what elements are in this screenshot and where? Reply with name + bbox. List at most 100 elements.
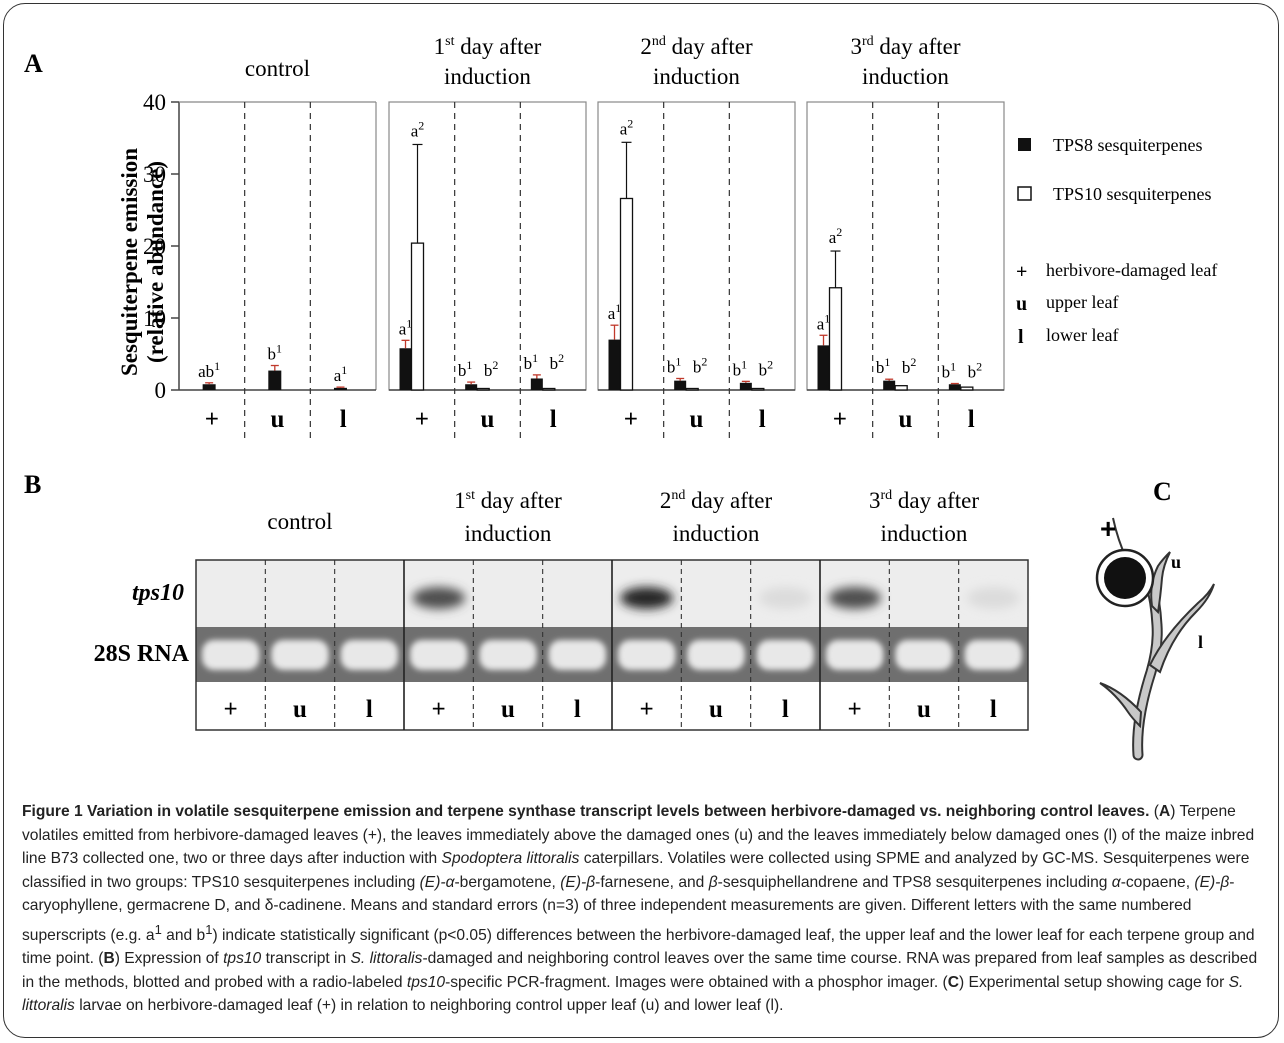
legend-tps10-label: TPS10 sesquiterpenes xyxy=(1053,184,1211,204)
significance-label-tps8: b1 xyxy=(524,351,539,373)
caption-text: -farnesene, and xyxy=(595,873,709,891)
legend-plus-label: herbivore-damaged leaf xyxy=(1046,260,1217,280)
blot-column-title-line2: induction xyxy=(881,521,968,546)
x-leaf-label: l xyxy=(340,406,347,433)
significance-label-tps8: a1 xyxy=(334,363,348,385)
caption-species: S. littoralis xyxy=(22,973,1244,1015)
caption-text: larvae on herbivore-damaged leaf (+) in … xyxy=(74,997,784,1015)
significance-label-tps10: b2 xyxy=(693,354,708,376)
caption-text: transcript in xyxy=(261,950,351,968)
figure-graphics: A B C Sesquiterpene emission (relative a… xyxy=(24,34,1217,761)
significance-label-tps10: a2 xyxy=(829,225,843,247)
caption-text: and b xyxy=(161,926,206,944)
bar-tps10 xyxy=(619,197,634,391)
caption-text: -sesquiphellandrene and TPS8 sesquiterpe… xyxy=(717,873,1112,891)
significance-label-tps8: b1 xyxy=(942,360,957,382)
panel-title-line1: 3rd day after xyxy=(850,34,960,59)
caption-italic: (E)-α xyxy=(419,873,455,891)
legend-l-label: lower leaf xyxy=(1046,325,1118,345)
legend-u-label: upper leaf xyxy=(1046,292,1118,312)
caption-text: -copaene, xyxy=(1120,873,1195,891)
bar-tps10 xyxy=(476,387,490,391)
caption-text: caterpillars. Volatiles were collected u… xyxy=(22,850,1250,891)
tps10-band xyxy=(620,587,674,609)
legend-l-symbol: l xyxy=(1018,326,1024,348)
bar-tps8 xyxy=(608,339,621,390)
bar-tps8 xyxy=(883,380,896,390)
y-tick-label: 0 xyxy=(155,378,167,403)
caption-gene: tps10 xyxy=(223,950,262,968)
panel-title-line1: 1st day after xyxy=(434,34,542,59)
bar-tps10 xyxy=(410,242,425,391)
x-leaf-label: u xyxy=(690,406,704,433)
caption-gene: tps10 xyxy=(406,973,446,991)
setup-l-label: l xyxy=(1198,632,1203,652)
caption-italic: β xyxy=(708,873,718,891)
blot-row-label-tps10: tps10 xyxy=(132,580,184,606)
rna-band xyxy=(826,640,884,670)
rna-band xyxy=(964,640,1022,670)
significance-label-tps8: b1 xyxy=(268,342,283,364)
panel-title-line1: 2nd day after xyxy=(640,34,753,59)
caption-italic: (E)-β xyxy=(1194,873,1230,891)
bar-tps10 xyxy=(894,385,908,391)
caption-italic: (E)-β xyxy=(560,873,596,891)
rna-band xyxy=(756,640,814,670)
blot-leaf-label: u xyxy=(293,696,307,723)
cage-inner xyxy=(1104,557,1146,599)
upper-leaf xyxy=(1150,551,1171,615)
caption-title: Figure 1 Variation in volatile sesquiter… xyxy=(22,803,1150,820)
legend-tps8-label: TPS8 sesquiterpenes xyxy=(1053,135,1202,155)
y-axis-label-line1: Sesquiterpene emission xyxy=(117,148,142,376)
caption-text: -specific PCR-fragment. Images were obta… xyxy=(445,973,948,991)
rna-band xyxy=(618,640,676,670)
rna-band xyxy=(340,640,398,670)
blot-leaf-label: + xyxy=(640,696,654,723)
bar-tps8 xyxy=(465,384,478,390)
significance-label-tps8: a1 xyxy=(399,316,413,338)
bar-tps8 xyxy=(817,345,830,390)
x-leaf-label: l xyxy=(968,406,975,433)
figure-caption: Figure 1 Variation in volatile sesquiter… xyxy=(22,800,1267,1018)
y-tick-label: 40 xyxy=(143,90,166,115)
chart-panel: 1st day after induction a1 a2 + b1 b2 u b1 b2 l xyxy=(388,34,587,440)
caption-text: ) Experimental setup showing cage for xyxy=(959,973,1229,991)
panel-title-line2: induction xyxy=(862,64,949,89)
significance-label-tps8: a1 xyxy=(817,311,831,333)
panel-title: control xyxy=(245,56,310,81)
significance-label-tps10: b2 xyxy=(550,351,565,373)
significance-label-tps8: b1 xyxy=(458,358,473,380)
legend-u-symbol: u xyxy=(1016,293,1027,315)
blot-leaf-label: u xyxy=(501,696,515,723)
x-leaf-label: + xyxy=(415,406,429,433)
rna-band xyxy=(410,640,468,670)
blot-leaf-label: l xyxy=(782,696,789,723)
significance-label-tps8: a1 xyxy=(608,301,622,323)
x-leaf-label: + xyxy=(205,406,219,433)
significance-label-tps10: a2 xyxy=(411,118,425,140)
blot-leaf-label: u xyxy=(917,696,931,723)
bar-tps8 xyxy=(399,348,412,390)
caption-text: ( xyxy=(1149,803,1159,820)
tps10-band xyxy=(966,587,1020,609)
significance-label-tps10: b2 xyxy=(484,358,499,380)
y-tick-label: 30 xyxy=(143,162,166,187)
bar-tps8 xyxy=(674,380,687,390)
blot-column-title-line1: 2nd day after xyxy=(660,488,773,513)
panel-label-c: C xyxy=(1153,477,1172,506)
blot-column-title-line1: 3rd day after xyxy=(869,488,979,513)
tps10-band xyxy=(758,587,812,609)
legend: TPS8 sesquiterpenes TPS10 sesquiterpenes… xyxy=(1016,135,1217,348)
panel-title-line2: induction xyxy=(653,64,740,89)
caption-text: -caryophyllene, germacrene D, and δ-cadi… xyxy=(22,873,1235,944)
chart-a: 0 10 20 30 40 control ab1 + b1 u a1 l 1st day after i… xyxy=(143,34,1005,440)
blot-b: control 1st day after induction 2nd day aft… xyxy=(195,488,1029,731)
tps10-band xyxy=(828,587,882,609)
caption-italic: α xyxy=(1111,873,1121,891)
bar-tps8 xyxy=(739,382,752,390)
caption-ref-c: C xyxy=(947,973,960,991)
x-leaf-label: u xyxy=(271,406,285,433)
blot-column-title-line1: 1st day after xyxy=(454,488,562,513)
rna-band xyxy=(202,640,260,670)
figure-frame xyxy=(3,3,1279,1038)
